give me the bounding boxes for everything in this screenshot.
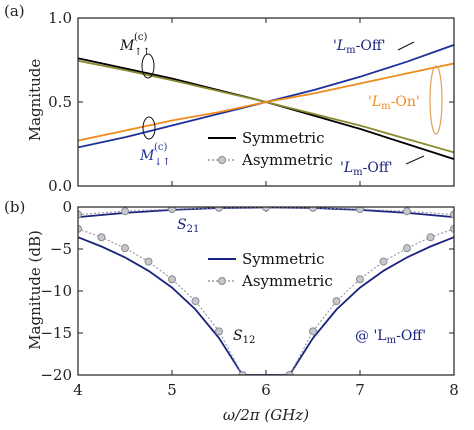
- svg-text:M: M: [139, 148, 155, 164]
- svg-text:↓↑: ↓↑: [154, 157, 171, 168]
- x-tick-label: 8: [449, 381, 459, 399]
- annotation-m-downup: M (c) ↓↑: [139, 116, 171, 168]
- svg-text:@ 'Lm-Off': @ 'Lm-Off': [355, 328, 426, 346]
- data-point: [121, 207, 129, 216]
- plot-a: [78, 44, 454, 160]
- svg-text:'Lm-Off': 'Lm-Off': [340, 160, 393, 178]
- svg-text:(c): (c): [134, 32, 148, 43]
- data-point: [356, 275, 364, 284]
- annotation-s12: S12: [233, 328, 255, 346]
- data-point: [403, 244, 411, 253]
- x-tick-label: 5: [167, 381, 177, 399]
- annotation-lm-off-bottom: 'Lm-Off': [340, 155, 425, 178]
- legend-a-symmetric-label: Symmetric: [242, 129, 324, 147]
- legend-b-asymmetric-label: Asymmetric: [241, 272, 333, 290]
- y-tick-label: 0: [62, 198, 72, 216]
- x-tick-label: 4: [73, 381, 83, 399]
- data-point: [403, 207, 411, 216]
- data-point: [450, 210, 454, 219]
- panel-label-a: (a): [4, 2, 25, 20]
- data-point: [309, 207, 317, 212]
- annotation-lm-on: 'Lm-On': [368, 65, 443, 135]
- y-tick-label: 0.5: [48, 93, 72, 111]
- data-point: [379, 257, 388, 266]
- y-tick-label: 0.0: [48, 177, 72, 195]
- data-point: [356, 207, 364, 214]
- svg-text:M: M: [119, 38, 135, 54]
- y-axis-label-b: Magnitude (dB): [26, 230, 44, 350]
- data-point: [215, 327, 223, 336]
- y-tick-label: −10: [40, 282, 72, 300]
- legend-a: Symmetric Asymmetric: [208, 129, 333, 169]
- bracket-ellipse-upup: [141, 53, 155, 79]
- bracket-ellipse-downup: [142, 116, 156, 140]
- data-point: [309, 327, 317, 336]
- svg-text:↑↑: ↑↑: [134, 47, 151, 58]
- x-axis-label: ω/2π (GHz): [223, 406, 309, 424]
- y-tick-label: −5: [50, 240, 72, 258]
- data-point: [285, 371, 294, 375]
- panel-label-b: (b): [4, 198, 25, 216]
- series-line: [78, 62, 454, 142]
- x-tick-label: 6: [261, 381, 271, 399]
- svg-text:'Lm-Off': 'Lm-Off': [333, 38, 386, 56]
- legend-a-asymmetric-marker: [218, 156, 226, 164]
- series-line: [78, 236, 454, 375]
- annotation-lm-off-top: 'Lm-Off': [333, 38, 415, 56]
- data-point: [238, 371, 247, 375]
- data-point: [168, 207, 176, 214]
- y-tick-label: 1.0: [48, 9, 72, 27]
- data-point: [426, 233, 435, 242]
- data-point: [168, 275, 176, 284]
- bracket-ellipse-lm-on: [429, 65, 443, 135]
- ticks-b: 4 5 6 7 8 0 −5 −10 −15 −20: [40, 198, 458, 399]
- legend-b-asymmetric-marker: [218, 277, 226, 285]
- svg-text:'Lm-On': 'Lm-On': [368, 94, 420, 112]
- y-tick-label: −20: [40, 366, 72, 384]
- data-point: [450, 224, 454, 233]
- y-axis-label-a: Magnitude: [26, 59, 44, 142]
- legend-b: Symmetric Asymmetric: [208, 250, 333, 290]
- plot-frame-a: [77, 17, 455, 187]
- arrow-lm-off-bottom: [405, 155, 425, 165]
- annotation-m-upup: M (c) ↑↑: [119, 32, 155, 79]
- annotation-s21: S21: [177, 217, 199, 235]
- data-point: [144, 257, 153, 266]
- data-point: [97, 233, 106, 242]
- plot-frame-b: [77, 206, 455, 376]
- svg-text:S12: S12: [233, 328, 255, 346]
- legend-a-asymmetric-label: Asymmetric: [241, 151, 333, 169]
- data-point: [191, 297, 200, 306]
- legend-b-symmetric-label: Symmetric: [242, 250, 324, 268]
- data-point: [215, 207, 223, 212]
- x-tick-label: 7: [355, 381, 365, 399]
- arrow-lm-off-top: [397, 41, 415, 51]
- data-point: [78, 210, 82, 219]
- series-line: [78, 228, 454, 375]
- data-point: [332, 297, 341, 306]
- data-point: [78, 224, 82, 233]
- y-tick-label: −15: [40, 324, 72, 342]
- svg-text:S21: S21: [177, 217, 199, 235]
- data-point: [121, 244, 129, 253]
- svg-text:(c): (c): [154, 142, 168, 153]
- annotation-at-lm-off: @ 'Lm-Off': [355, 328, 426, 346]
- plot-b: [78, 207, 454, 375]
